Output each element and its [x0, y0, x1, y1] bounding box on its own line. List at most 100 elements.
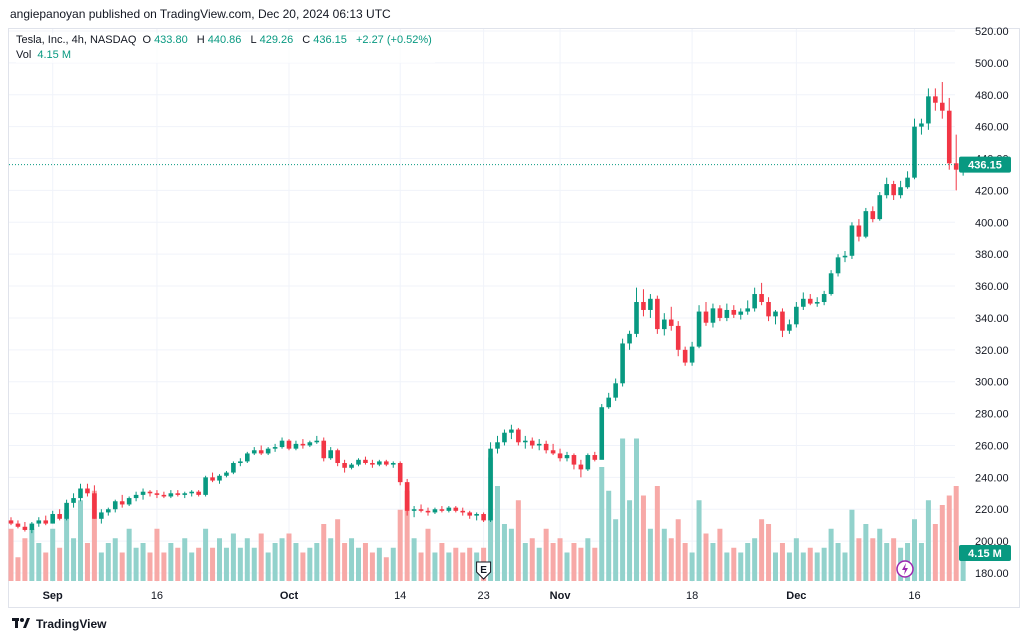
- volume-bar: [432, 552, 438, 581]
- candle-body: [926, 96, 931, 124]
- candle-body: [50, 514, 55, 524]
- price-tick-label: 360.00: [975, 281, 1009, 293]
- candle-body: [891, 184, 896, 196]
- volume-bar: [293, 543, 299, 581]
- volume-bar: [321, 524, 327, 581]
- earnings-marker-letter: E: [480, 565, 487, 576]
- candle-body: [286, 440, 292, 449]
- volume-bar: [237, 547, 243, 581]
- candle-body: [738, 311, 744, 315]
- legend-high: H 440.86: [197, 34, 245, 46]
- volume-bar: [856, 538, 862, 581]
- lightning-glyph-icon: [902, 563, 908, 575]
- volume-bar: [182, 538, 188, 581]
- candle-body: [717, 308, 723, 318]
- volume-bar: [877, 528, 883, 581]
- candle-body: [265, 448, 271, 454]
- volume-bar: [759, 519, 765, 581]
- volume-bar: [140, 543, 146, 581]
- tradingview-footer[interactable]: TradingView: [12, 617, 106, 631]
- legend-row-volume: Vol 4.15 M: [16, 48, 435, 63]
- candle-body: [112, 501, 118, 510]
- candle-body: [773, 311, 778, 317]
- candle-body: [22, 526, 28, 530]
- last-price-badge: [959, 156, 1011, 173]
- volume-bar: [675, 519, 681, 581]
- candle-body: [662, 319, 667, 330]
- candle-body: [15, 523, 21, 527]
- volume-bar: [592, 547, 598, 581]
- candle-body: [425, 510, 431, 513]
- volume-bar: [578, 547, 584, 581]
- footer-brand: TradingView: [36, 617, 107, 631]
- price-tick-label: 280.00: [975, 409, 1009, 421]
- candle-body: [766, 302, 771, 317]
- candle-body: [675, 325, 681, 350]
- close-value: 436.15: [313, 34, 347, 46]
- volume-bar: [369, 552, 375, 581]
- volume-bar: [376, 547, 382, 581]
- volume-bar: [314, 543, 320, 581]
- candle-body: [439, 509, 445, 511]
- volume-bar: [112, 538, 118, 581]
- candle-body: [571, 455, 577, 465]
- volume-bar: [821, 547, 827, 581]
- legend-symbol: Tesla, Inc., 4h, NASDAQ: [16, 34, 137, 46]
- candle-body: [689, 346, 695, 363]
- candle-body: [696, 311, 702, 347]
- last-volume-badge: [959, 545, 1011, 561]
- candle-body: [759, 294, 764, 302]
- volume-bar: [835, 543, 841, 581]
- price-tick-label: 300.00: [975, 377, 1009, 389]
- candle-body: [536, 443, 542, 446]
- volume-bar: [265, 552, 271, 581]
- volume-bar: [460, 552, 466, 581]
- candle-body: [502, 432, 507, 443]
- candle-body: [36, 520, 42, 524]
- volume-bar: [717, 528, 723, 581]
- candle-body: [905, 177, 910, 188]
- candle-body: [168, 493, 174, 497]
- candle-body: [592, 455, 598, 460]
- candle-body: [307, 442, 313, 446]
- volume-bar: [724, 552, 730, 581]
- candle-body: [342, 463, 347, 468]
- candle-body: [251, 450, 257, 454]
- volume-bar: [543, 528, 549, 581]
- candle-body: [849, 225, 855, 256]
- volume-value: 4.15 M: [37, 49, 71, 61]
- time-tick-label: Oct: [280, 590, 299, 602]
- volume-bar: [501, 524, 507, 581]
- price-tick-label: 400.00: [975, 217, 1009, 229]
- volume-bar: [786, 552, 792, 581]
- volume-bar: [564, 552, 570, 581]
- candle-body: [578, 464, 584, 470]
- volume-bar: [953, 486, 959, 581]
- last-price-label: 436.15: [968, 160, 1002, 172]
- candle-body: [335, 450, 340, 464]
- candle-body: [189, 491, 194, 494]
- candle-body: [147, 491, 153, 494]
- candle-body: [668, 319, 674, 326]
- volume-bar: [189, 552, 195, 581]
- candle-body: [613, 383, 618, 398]
- volume-bar: [752, 538, 758, 581]
- earnings-marker-icon[interactable]: [476, 561, 492, 580]
- candle-body: [870, 211, 876, 220]
- legend-change: +2.27 (+0.52%): [355, 34, 432, 46]
- volume-bar: [418, 552, 424, 581]
- volume-bar: [356, 547, 361, 581]
- low-label: L: [250, 34, 257, 46]
- price-tick-label: 260.00: [975, 440, 1009, 452]
- volume-bar: [217, 538, 222, 581]
- volume-bar: [508, 528, 514, 581]
- candle-body: [933, 96, 938, 103]
- volume-bar: [627, 500, 633, 581]
- time-tick-label: 14: [394, 590, 406, 602]
- candle-body: [57, 514, 62, 519]
- candle-body: [390, 463, 396, 465]
- candle-body: [446, 507, 452, 511]
- volume-bar: [390, 547, 396, 581]
- candle-body: [203, 477, 208, 495]
